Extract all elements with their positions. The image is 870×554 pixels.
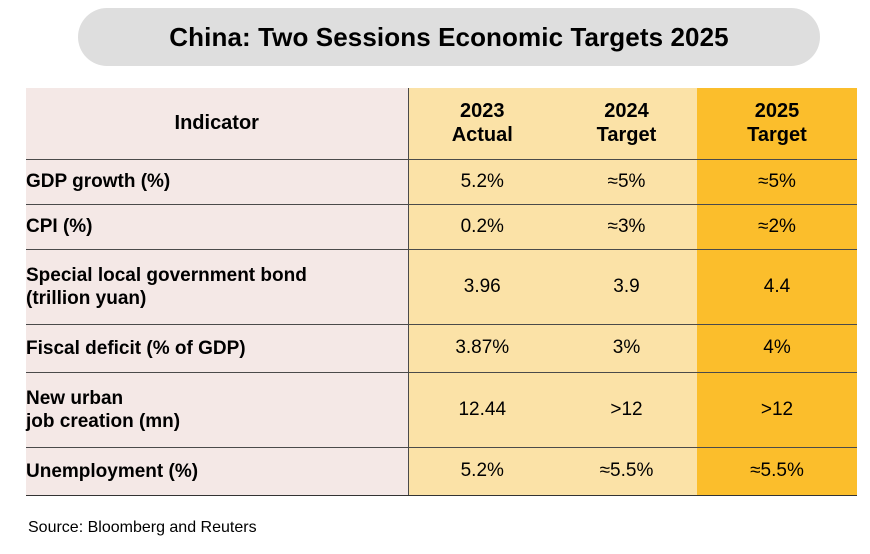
header-2023-label: Actual (451, 124, 513, 147)
value-2025: ≈2% (697, 204, 857, 250)
value-2025: 4.4 (697, 249, 857, 325)
value-2024: 3.9 (556, 249, 697, 325)
indicator-label-line-2: job creation (mn) (26, 410, 181, 432)
value-2025: ≈5.5% (697, 447, 857, 496)
header-2023-year: 2023 (460, 100, 505, 123)
header-2025-label: Target (747, 124, 807, 147)
table-header-row: Indicator 2023 Actual 2024 Target 2025 T… (26, 88, 857, 160)
indicator-label: GDP growth (%) (26, 171, 171, 192)
indicator-cell: GDP growth (%) (26, 159, 409, 205)
indicator-cell: Fiscal deficit (% of GDP) (26, 324, 409, 373)
header-2024-target: 2024 Target (556, 88, 697, 160)
indicator-cell: Special local government bond (trillion … (26, 249, 409, 325)
value-2024: 3% (556, 324, 697, 373)
table-row: CPI (%) 0.2% ≈3% ≈2% (26, 204, 857, 250)
table-row: Unemployment (%) 5.2% ≈5.5% ≈5.5% (26, 447, 857, 496)
value-2023: 5.2% (408, 159, 556, 205)
value-2023: 12.44 (408, 372, 556, 448)
table-row: GDP growth (%) 5.2% ≈5% ≈5% (26, 159, 857, 205)
indicator-cell: New urban job creation (mn) (26, 372, 409, 448)
value-2023: 3.87% (408, 324, 556, 373)
table-row: Fiscal deficit (% of GDP) 3.87% 3% 4% (26, 324, 857, 373)
page-title: China: Two Sessions Economic Targets 202… (169, 21, 729, 52)
indicator-label: Fiscal deficit (% of GDP) (26, 337, 246, 359)
indicator-label: Unemployment (%) (26, 460, 199, 482)
indicator-cell: Unemployment (%) (26, 447, 409, 496)
indicator-label: CPI (%) (26, 216, 93, 237)
indicator-label-line-2: (trillion yuan) (26, 287, 147, 309)
value-2024: ≈5% (556, 159, 697, 205)
header-indicator: Indicator (26, 88, 409, 160)
indicator-label-line-1: New urban (26, 387, 124, 409)
value-2024: ≈3% (556, 204, 697, 250)
table-row: Special local government bond (trillion … (26, 249, 857, 325)
header-2023-actual: 2023 Actual (408, 88, 556, 160)
value-2023: 3.96 (408, 249, 556, 325)
header-2024-label: Target (596, 124, 657, 147)
value-2025: 4% (697, 324, 857, 373)
header-2025-target: 2025 Target (697, 88, 857, 160)
value-2025: ≈5% (697, 159, 857, 205)
value-2025: >12 (697, 372, 857, 448)
header-2024-year: 2024 (604, 100, 649, 123)
indicator-label-line-1: Special local government bond (26, 264, 307, 286)
source-note: Source: Bloomberg and Reuters (28, 519, 257, 536)
indicator-cell: CPI (%) (26, 204, 409, 250)
value-2023: 0.2% (408, 204, 556, 250)
value-2024: ≈5.5% (556, 447, 697, 496)
value-2024: >12 (556, 372, 697, 448)
title-banner: China: Two Sessions Economic Targets 202… (78, 8, 820, 66)
targets-table: Indicator 2023 Actual 2024 Target 2025 T… (26, 88, 857, 496)
header-2025-year: 2025 (754, 100, 800, 123)
table-row: New urban job creation (mn) 12.44 >12 >1… (26, 372, 857, 448)
value-2023: 5.2% (408, 447, 556, 496)
